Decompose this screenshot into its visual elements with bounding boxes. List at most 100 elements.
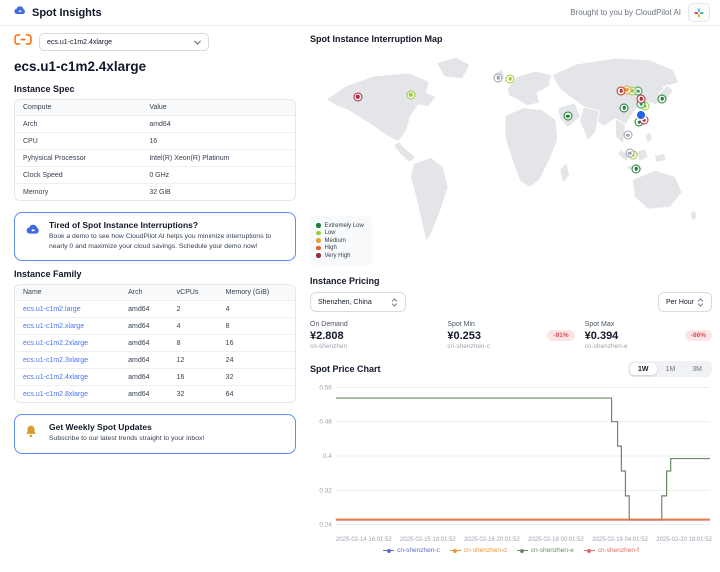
table-cell: Clock Speed: [15, 167, 142, 184]
bell-icon: [24, 422, 41, 444]
column-header: Memory (GiB): [217, 285, 295, 302]
discount-badge: -86%: [684, 330, 712, 341]
instance-type-select[interactable]: ecs.u1-c1m2.4xlarge: [39, 33, 209, 51]
instance-spec-title: Instance Spec: [14, 84, 75, 94]
column-header: Value: [141, 100, 295, 116]
table-cell: 16: [168, 369, 218, 387]
map-marker-extremely-low[interactable]: [563, 111, 573, 121]
slack-icon: [694, 7, 704, 18]
legend-dot-icon: [316, 230, 321, 236]
map-marker-unknown[interactable]: [625, 148, 635, 158]
table-cell: 32 GiB: [149, 188, 171, 196]
chevrons-up-down-icon: [391, 297, 398, 307]
series-marker-icon: [516, 548, 528, 553]
table-cell: Pyhysical Processor: [15, 150, 142, 167]
table-cell: 4: [217, 301, 295, 319]
map-marker-low[interactable]: [406, 90, 415, 100]
spot-price-chart: 0.24 0.32 0.4 0.48 0.56 2025-02-14 16:01:52 2…: [310, 381, 712, 554]
legend-label: Extremely Low: [324, 222, 364, 229]
table-row: ecs.u1-c1m2.xlarge amd64 4 8: [15, 318, 295, 336]
map-marker-very-high[interactable]: [353, 92, 363, 102]
chart-legend-item-cn-shenzhen-c[interactable]: cn-shenzhen-c: [383, 547, 440, 554]
instance-family-link[interactable]: ecs.u1-c1m2.2xlarge: [23, 339, 88, 347]
instance-family-link[interactable]: ecs.u1-c1m2.3xlarge: [23, 356, 88, 364]
table-row: ecs.u1-c1m2.large amd64 2 4: [15, 301, 295, 319]
price-card-label: Spot Min: [447, 321, 475, 328]
slack-button[interactable]: [688, 3, 710, 22]
svg-text:0.56: 0.56: [319, 384, 332, 391]
chart-legend-item-cn-shenzhen-f[interactable]: cn-shenzhen-f: [583, 547, 639, 554]
subscribe-callout[interactable]: Get Weekly Spot Updates Subscribe to our…: [14, 414, 296, 454]
table-row: Memory 32 GiB: [15, 184, 295, 200]
price-card-value: ¥0.253: [447, 330, 481, 342]
map-legend-item: Very High: [316, 253, 364, 259]
range-button-1m[interactable]: 1M: [665, 365, 676, 373]
chart-x-axis-labels: 2025-02-14 16:01:52 2025-02-15 18:01:52 20…: [310, 537, 712, 543]
svg-text:0.24: 0.24: [319, 522, 332, 529]
table-cell: 12: [168, 352, 218, 370]
chart-legend: cn-shenzhen-c cn-shenzhen-d cn-shenzhen-e c…: [310, 547, 712, 554]
subscribe-callout-title: Get Weekly Spot Updates: [49, 422, 152, 433]
pricing-title: Instance Pricing: [310, 276, 380, 286]
range-selector: 1W 1M 3M: [628, 361, 712, 377]
map-title: Spot Instance Interruption Map: [310, 34, 443, 44]
column-header: Name: [15, 285, 121, 302]
table-cell: 4: [168, 318, 218, 336]
chart-legend-item-cn-shenzhen-e[interactable]: cn-shenzhen-e: [516, 547, 574, 554]
map-marker-very-high[interactable]: [616, 86, 626, 96]
cloudpilot-logo-icon: [13, 4, 26, 22]
price-chart-canvas: 0.24 0.32 0.4 0.48 0.56: [319, 384, 711, 529]
map-marker-unknown[interactable]: [623, 130, 633, 140]
legend-label: Medium: [324, 237, 346, 244]
app-title: Spot Insights: [32, 6, 102, 19]
region-select[interactable]: Shenzhen, China: [310, 292, 406, 312]
map-marker-extremely-low[interactable]: [657, 94, 667, 104]
map-marker-low[interactable]: [505, 74, 515, 84]
svg-text:0.4: 0.4: [323, 453, 332, 460]
x-axis-tick: 2025-02-14 16:01:52: [336, 537, 392, 543]
price-card-label: On Demand: [310, 321, 348, 328]
instance-family-link[interactable]: ecs.u1-c1m2.4xlarge: [23, 373, 88, 381]
chart-legend-label: cn-shenzhen-e: [530, 547, 574, 554]
chart-legend-label: cn-shenzhen-c: [397, 547, 440, 554]
alibaba-cloud-icon: [14, 33, 32, 51]
chart-legend-item-cn-shenzhen-d[interactable]: cn-shenzhen-d: [449, 547, 507, 554]
map-marker-selected[interactable]: [637, 111, 646, 120]
instance-type-select-value: ecs.u1-c1m2.4xlarge: [47, 38, 112, 46]
series-marker-icon: [583, 548, 595, 553]
map-legend-item: Medium: [316, 238, 364, 244]
instance-family-link[interactable]: ecs.u1-c1m2.large: [23, 305, 81, 313]
table-cell: CPU: [15, 133, 142, 150]
column-header: vCPUs: [168, 285, 218, 302]
legend-dot-icon: [316, 223, 321, 228]
table-cell: 24: [217, 352, 295, 370]
table-cell: 16: [141, 133, 295, 150]
app-header: Spot Insights Brought to you by CloudPil…: [0, 0, 720, 26]
period-select[interactable]: Per Hour: [658, 292, 712, 312]
legend-dot-icon: [316, 238, 321, 243]
x-axis-tick: 2025-02-15 18:01:52: [400, 537, 456, 543]
map-marker-extremely-low[interactable]: [619, 103, 629, 113]
demo-callout[interactable]: Tired of Spot Instance Interruptions? Bo…: [14, 212, 296, 262]
range-button-1w[interactable]: 1W: [630, 363, 657, 375]
map-marker-extremely-low[interactable]: [631, 164, 641, 174]
price-card: On Demand ¥2.808 cn-shenzhen: [310, 321, 437, 350]
table-cell: 8: [217, 318, 295, 336]
price-chart-title: Spot Price Chart: [310, 364, 381, 374]
table-cell: ecs.u1-c1m2.large: [15, 301, 121, 319]
brought-by-text: Brought to you by CloudPilot AI: [570, 8, 681, 17]
range-button-3m[interactable]: 3M: [692, 365, 702, 373]
table-cell: 64: [225, 390, 234, 398]
table-row: ecs.u1-c1m2.3xlarge amd64 12 24: [15, 352, 295, 370]
svg-text:0.32: 0.32: [319, 487, 332, 494]
x-axis-tick: 2025-02-16 20:01:52: [464, 537, 520, 543]
instance-family-title: Instance Family: [14, 269, 82, 280]
svg-text:0.48: 0.48: [319, 419, 332, 426]
map-marker-unknown[interactable]: [493, 73, 503, 83]
instance-family-link[interactable]: ecs.u1-c1m2.xlarge: [23, 322, 85, 330]
instance-family-link[interactable]: ecs.u1-c1m2.8xlarge: [23, 390, 88, 398]
demo-callout-body: Book a demo to see how CloudPilot AI hel…: [49, 233, 272, 251]
table-cell: 16: [217, 335, 295, 353]
table-cell: ecs.u1-c1m2.xlarge: [15, 318, 121, 336]
cloud-icon: [24, 220, 41, 252]
